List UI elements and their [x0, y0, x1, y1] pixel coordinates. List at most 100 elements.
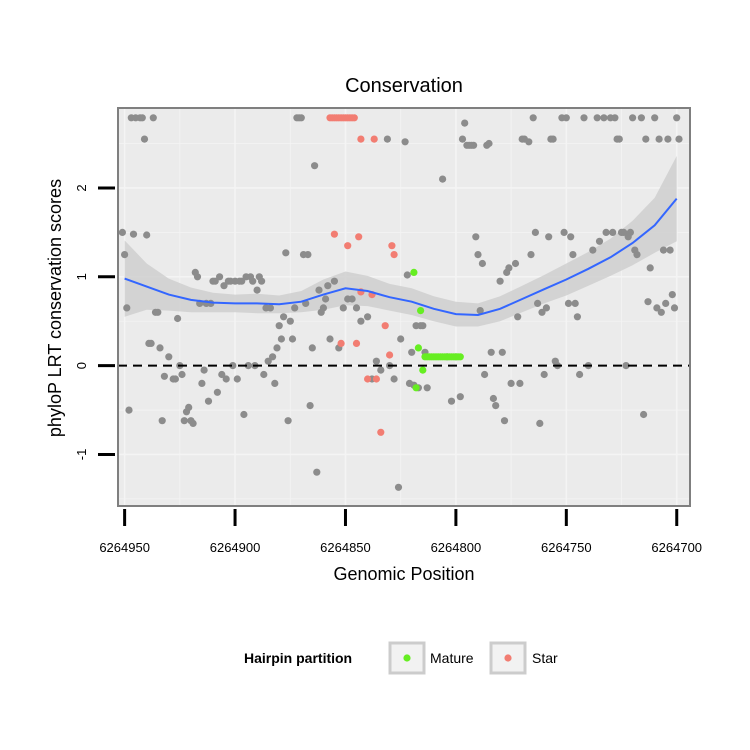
point-other	[534, 299, 542, 307]
x-tick-label: 6264950	[99, 540, 150, 555]
point-other	[642, 135, 650, 143]
point-other	[653, 304, 661, 312]
point-other	[284, 417, 292, 425]
point-other	[348, 295, 356, 303]
point-other	[249, 277, 257, 285]
point-other	[525, 138, 533, 146]
smooth-confidence-ribbon	[124, 156, 677, 327]
point-other	[511, 259, 520, 268]
point-mature	[410, 268, 418, 276]
point-other	[644, 298, 652, 306]
point-other	[609, 228, 617, 236]
point-other	[397, 335, 405, 343]
point-other	[233, 375, 241, 383]
point-other	[364, 313, 372, 321]
point-other	[542, 304, 551, 312]
legend-swatch-star	[504, 654, 512, 662]
point-star	[337, 339, 345, 347]
point-other	[277, 335, 285, 343]
point-star	[390, 251, 398, 259]
point-other	[549, 135, 557, 143]
point-other	[390, 375, 398, 383]
y-tick-label: 0	[74, 362, 89, 369]
point-other	[125, 406, 133, 414]
point-other	[211, 277, 219, 285]
point-other	[315, 286, 323, 294]
x-tick-label: 6264850	[320, 540, 371, 555]
point-other	[481, 370, 489, 379]
point-other	[138, 114, 146, 122]
point-other	[213, 388, 221, 396]
point-mature	[412, 384, 420, 392]
point-mature	[417, 307, 425, 315]
point-other	[560, 228, 568, 236]
y-axis-title: phyloP LRT conservation scores	[45, 179, 65, 437]
smooth-trend-line	[124, 197, 678, 317]
point-other	[401, 138, 409, 146]
point-other	[326, 335, 334, 343]
point-other	[286, 317, 294, 325]
point-other	[244, 362, 252, 370]
point-other	[156, 344, 164, 352]
point-other	[185, 403, 193, 411]
point-star	[386, 351, 394, 359]
point-other	[571, 299, 579, 307]
plot-border	[117, 107, 691, 507]
point-other	[160, 372, 168, 380]
y-tick-label: 1	[74, 273, 89, 280]
x-axis: 6264950 6264900 6264850 6264800 6264750 62647…	[99, 509, 702, 555]
point-other	[470, 141, 478, 149]
point-other	[626, 228, 635, 236]
point-other	[204, 397, 213, 405]
point-other	[313, 468, 321, 476]
point-other	[121, 251, 129, 259]
legend-key-star	[489, 641, 527, 675]
point-other	[531, 228, 540, 236]
point-other	[629, 114, 637, 122]
point-other	[567, 233, 575, 241]
point-other	[198, 379, 206, 387]
point-star	[330, 230, 338, 238]
point-other	[311, 162, 319, 170]
point-other	[640, 410, 648, 419]
point-star	[355, 233, 363, 241]
point-other	[637, 114, 646, 122]
point-other	[273, 344, 281, 352]
point-other	[485, 139, 493, 148]
point-other	[240, 410, 248, 419]
point-other	[288, 335, 297, 343]
point-other	[478, 259, 486, 268]
point-other	[489, 394, 497, 403]
point-other	[600, 114, 608, 122]
point-star	[370, 135, 378, 143]
point-other	[472, 233, 480, 241]
point-other	[456, 393, 464, 401]
point-other	[158, 417, 166, 425]
point-other	[394, 483, 403, 491]
point-other	[222, 375, 230, 383]
legend: Hairpin partition Mature Star	[244, 641, 558, 675]
point-other	[324, 282, 332, 290]
point-other	[646, 264, 654, 272]
point-other	[372, 357, 380, 365]
point-other	[171, 375, 179, 383]
point-other	[174, 314, 182, 323]
point-other	[271, 379, 279, 387]
x-tick-label: 6264900	[210, 540, 261, 555]
point-other	[564, 299, 573, 307]
point-other	[662, 299, 670, 307]
point-other	[500, 417, 509, 425]
point-mature	[414, 344, 422, 352]
point-other	[580, 114, 588, 122]
point-other	[545, 233, 553, 241]
point-other	[529, 114, 537, 122]
point-star	[344, 242, 352, 250]
point-other	[496, 277, 504, 285]
point-other	[258, 277, 266, 285]
point-other	[178, 370, 186, 379]
y-tick-label: -1	[74, 449, 89, 461]
point-other	[275, 322, 283, 330]
point-other	[487, 348, 495, 356]
point-other	[218, 370, 226, 379]
